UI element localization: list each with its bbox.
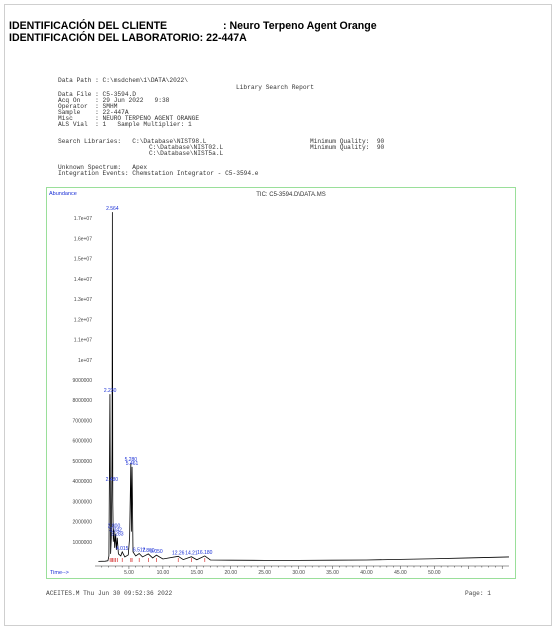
y-tick-label: 7000000	[73, 418, 93, 424]
data-file: Data File : C5-3594.D	[58, 91, 136, 98]
y-tick-label: 1000000	[73, 540, 93, 546]
search-library-2: C:\Database\NIST02.L	[149, 144, 224, 151]
tic-trace	[98, 212, 510, 562]
x-tick-label: 25.00	[258, 570, 271, 576]
x-tick-label: 15.00	[191, 570, 204, 576]
client-separator: :	[223, 20, 227, 32]
peak-label: 12.26	[172, 550, 185, 556]
peak-label: 2.564	[106, 206, 119, 212]
peak-label: 7.860	[142, 548, 155, 554]
client-label: IDENTIFICACIÓN DEL CLIENTE	[9, 20, 168, 32]
misc: Misc : NEURO TERPENO AGENT ORANGE	[58, 115, 200, 122]
chart-title: TIC: C5-3594.D\DATA.MS	[256, 192, 325, 198]
x-tick-label: 45.00	[394, 570, 407, 576]
x-tick-label: 35.00	[326, 570, 339, 576]
x-tick-label: 5.00	[124, 570, 134, 576]
peak-label: 9.050	[150, 549, 163, 555]
footer-page: Page: 1	[465, 590, 491, 597]
client-identification-row: IDENTIFICACIÓN DEL CLIENTE : Neuro Terpe…	[9, 20, 377, 32]
y-tick-label: 3000000	[73, 499, 93, 505]
y-axis-label: Abundance	[49, 191, 77, 197]
y-tick-label: 1.3e+07	[74, 297, 92, 303]
report-title: Library Search Report	[236, 84, 314, 91]
peak-label: 5.461	[126, 461, 139, 467]
y-tick-label: 1.7e+07	[74, 216, 92, 222]
x-axis-label: Time-->	[50, 570, 69, 576]
y-tick-label: 1.6e+07	[74, 236, 92, 242]
lab-label: IDENTIFICACIÓN DEL LABORATORIO:	[9, 32, 204, 44]
footer-method: ACEITES.M Thu Jun 30 09:52:36 2022	[46, 590, 173, 597]
peak-label: 2.230	[104, 388, 117, 394]
als-vial: ALS Vial : 1 Sample Multiplier: 1	[58, 121, 192, 128]
x-tick-label: 40.00	[360, 570, 373, 576]
lab-value: 22-447A	[206, 32, 247, 44]
y-tick-label: 1.4e+07	[74, 277, 92, 283]
page-frame	[4, 4, 552, 626]
y-tick-label: 9000000	[73, 378, 93, 384]
unknown-spectrum: Unknown Spectrum: Apex	[58, 164, 148, 171]
y-tick-label: 2000000	[73, 520, 93, 526]
y-tick-label: 5000000	[73, 459, 93, 465]
search-library-1: Search Libraries: C:\Database\NIST98.L	[58, 138, 207, 145]
integration-events: Integration Events: Chemstation Integrat…	[58, 170, 259, 177]
y-tick-label: 1.1e+07	[74, 338, 92, 344]
peak-label: 3.283	[111, 532, 124, 538]
x-tick-label: 20.00	[224, 570, 237, 576]
peak-label: 3.042	[109, 528, 122, 534]
peak-label: 2.480	[106, 477, 119, 483]
peak-label: 14.21	[185, 551, 198, 557]
lab-identification-row: IDENTIFICACIÓN DEL LABORATORIO: 22-447A	[9, 32, 247, 44]
peak-label: 6.512	[133, 548, 146, 554]
x-tick-label: 30.00	[292, 570, 305, 576]
peak-label: 5.280	[125, 457, 138, 463]
y-tick-label: 4000000	[73, 479, 93, 485]
y-tick-label: 1.2e+07	[74, 317, 92, 323]
peak-label: 4.015	[116, 546, 129, 552]
y-tick-label: 8000000	[73, 398, 93, 404]
client-value: Neuro Terpeno Agent Orange	[229, 20, 377, 32]
chromatogram-frame: TIC: C5-3594.D\DATA.MS Abundance Time--> 10…	[46, 187, 516, 579]
acq-on: Acq On : 29 Jun 2022 9:38	[58, 97, 170, 104]
peak-label: 2.800	[108, 524, 121, 530]
sample: Sample : 22-447A	[58, 109, 129, 116]
y-tick-label: 1e+07	[78, 358, 92, 364]
tic-chromatogram: TIC: C5-3594.D\DATA.MS Abundance Time--> 10…	[49, 191, 510, 576]
x-tick-label: 50.00	[428, 570, 441, 576]
minimum-quality-1: Minimum Quality: 90	[310, 138, 385, 145]
data-path: Data Path : C:\msdchem\1\DATA\2022\	[58, 77, 188, 84]
y-tick-label: 6000000	[73, 439, 93, 445]
minimum-quality-2: Minimum Quality: 90	[310, 144, 385, 151]
peak-label: 16.180	[197, 550, 213, 556]
operator: Operator : SMHM	[58, 103, 118, 110]
search-library-3: C:\Database\NIST5a.L	[149, 150, 224, 157]
x-tick-label: 10.00	[157, 570, 170, 576]
y-tick-label: 1.5e+07	[74, 257, 92, 263]
